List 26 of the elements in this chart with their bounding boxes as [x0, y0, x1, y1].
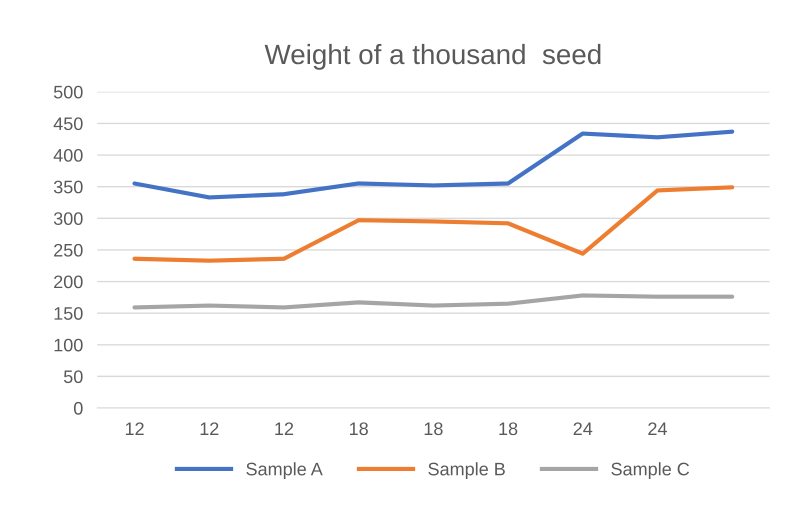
y-tick-label: 200: [54, 275, 83, 288]
x-tick-label: 12: [126, 422, 144, 435]
y-tick-label: 0: [74, 402, 83, 415]
y-tick-label: 150: [54, 307, 83, 320]
line-series: [132, 130, 734, 200]
chart-title: Weight of a thousand seed: [264, 44, 600, 70]
y-tick-label: 500: [54, 86, 83, 99]
line-series: [132, 185, 734, 263]
y-tick-label: 350: [54, 180, 83, 194]
y-tick-label: 100: [54, 338, 83, 352]
x-tick-label: 18: [424, 422, 443, 436]
y-tick-label: 400: [54, 148, 83, 162]
y-tick-label: 250: [54, 244, 83, 257]
x-tick-label: 18: [350, 422, 368, 436]
x-tick-label: 24: [574, 422, 592, 435]
legend-label: Sample C: [611, 462, 690, 480]
x-tick-label: 12: [275, 422, 294, 435]
y-tick-label: 450: [54, 117, 83, 130]
line-series: [132, 293, 734, 310]
legend-label: Sample A: [246, 462, 323, 480]
y-tick-label: 300: [54, 212, 83, 225]
legend-label: Sample B: [428, 462, 505, 480]
x-tick-label: 12: [200, 422, 218, 435]
x-tick-label: 24: [648, 422, 667, 435]
x-tick-label: 18: [499, 422, 518, 436]
y-tick-label: 50: [64, 370, 83, 384]
